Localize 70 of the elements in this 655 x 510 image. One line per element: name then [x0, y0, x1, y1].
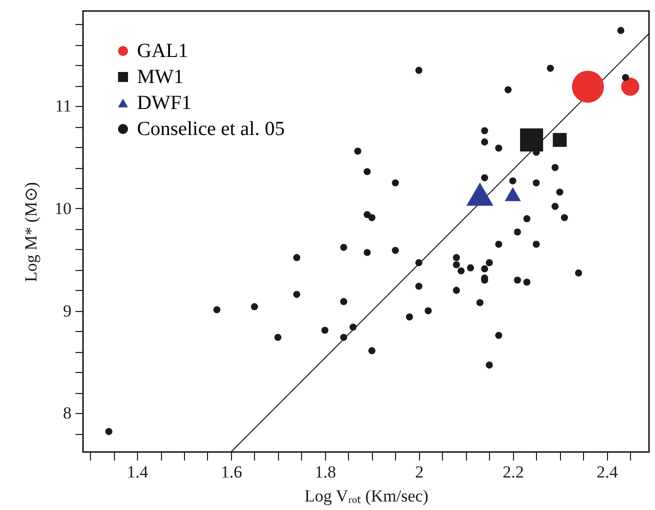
point — [250, 303, 258, 310]
point — [406, 313, 413, 320]
point — [452, 286, 460, 294]
point — [481, 127, 488, 134]
point — [452, 261, 460, 268]
point — [560, 214, 568, 222]
x-axis-title: Log Vᵣₒₜ (Km/sec) — [304, 486, 428, 506]
point — [523, 215, 530, 222]
point — [415, 66, 422, 74]
point — [293, 290, 300, 298]
y-axis-title: Log M* (M⊙) — [22, 182, 40, 282]
x-tick-label: 1.4 — [126, 462, 149, 482]
point — [424, 307, 432, 314]
point — [495, 144, 502, 152]
point — [575, 269, 582, 276]
point — [350, 324, 357, 331]
point — [509, 177, 516, 184]
point — [368, 347, 376, 354]
point — [481, 265, 488, 272]
x-tick-label: 1.6 — [220, 462, 242, 482]
point — [532, 240, 540, 248]
point — [274, 334, 282, 341]
legend-label: DWF1 — [137, 92, 192, 114]
point — [532, 179, 540, 186]
point — [481, 138, 488, 146]
point — [495, 240, 502, 248]
point — [392, 179, 399, 186]
legend-label: MW1 — [137, 66, 184, 88]
x-tick-label: 1.8 — [314, 462, 336, 482]
point — [486, 362, 493, 369]
point — [340, 244, 348, 251]
point — [415, 282, 422, 290]
point — [622, 74, 630, 82]
point — [340, 334, 348, 341]
y-tick-label: 9 — [63, 301, 72, 320]
point — [213, 306, 220, 314]
point — [556, 188, 564, 196]
legend-label: Conselice et al. 05 — [137, 118, 285, 140]
point — [364, 168, 371, 176]
y-tick-label: 8 — [63, 404, 72, 423]
point — [617, 26, 624, 34]
point — [452, 254, 460, 262]
point — [364, 248, 371, 256]
point — [514, 228, 522, 236]
point — [392, 246, 399, 254]
y-tick-label: 10 — [54, 198, 72, 218]
point — [552, 202, 559, 210]
legend-label: GAL1 — [137, 40, 188, 62]
point — [321, 326, 328, 334]
point — [415, 259, 422, 266]
point — [458, 267, 465, 274]
point — [466, 264, 474, 272]
point — [354, 148, 362, 155]
point — [546, 64, 554, 72]
point — [552, 164, 559, 172]
point — [105, 428, 112, 436]
x-tick-label: 2.2 — [502, 462, 524, 482]
point — [486, 259, 493, 266]
point — [495, 332, 502, 339]
point — [476, 299, 484, 306]
point — [514, 276, 522, 284]
point — [368, 214, 376, 222]
y-tick-label: 11 — [55, 96, 72, 116]
point — [523, 278, 530, 286]
point — [293, 254, 300, 262]
point — [504, 86, 512, 94]
point — [481, 174, 488, 182]
x-tick-label: 2.4 — [596, 462, 618, 482]
x-tick-label: 2 — [415, 462, 424, 482]
point — [340, 298, 348, 306]
